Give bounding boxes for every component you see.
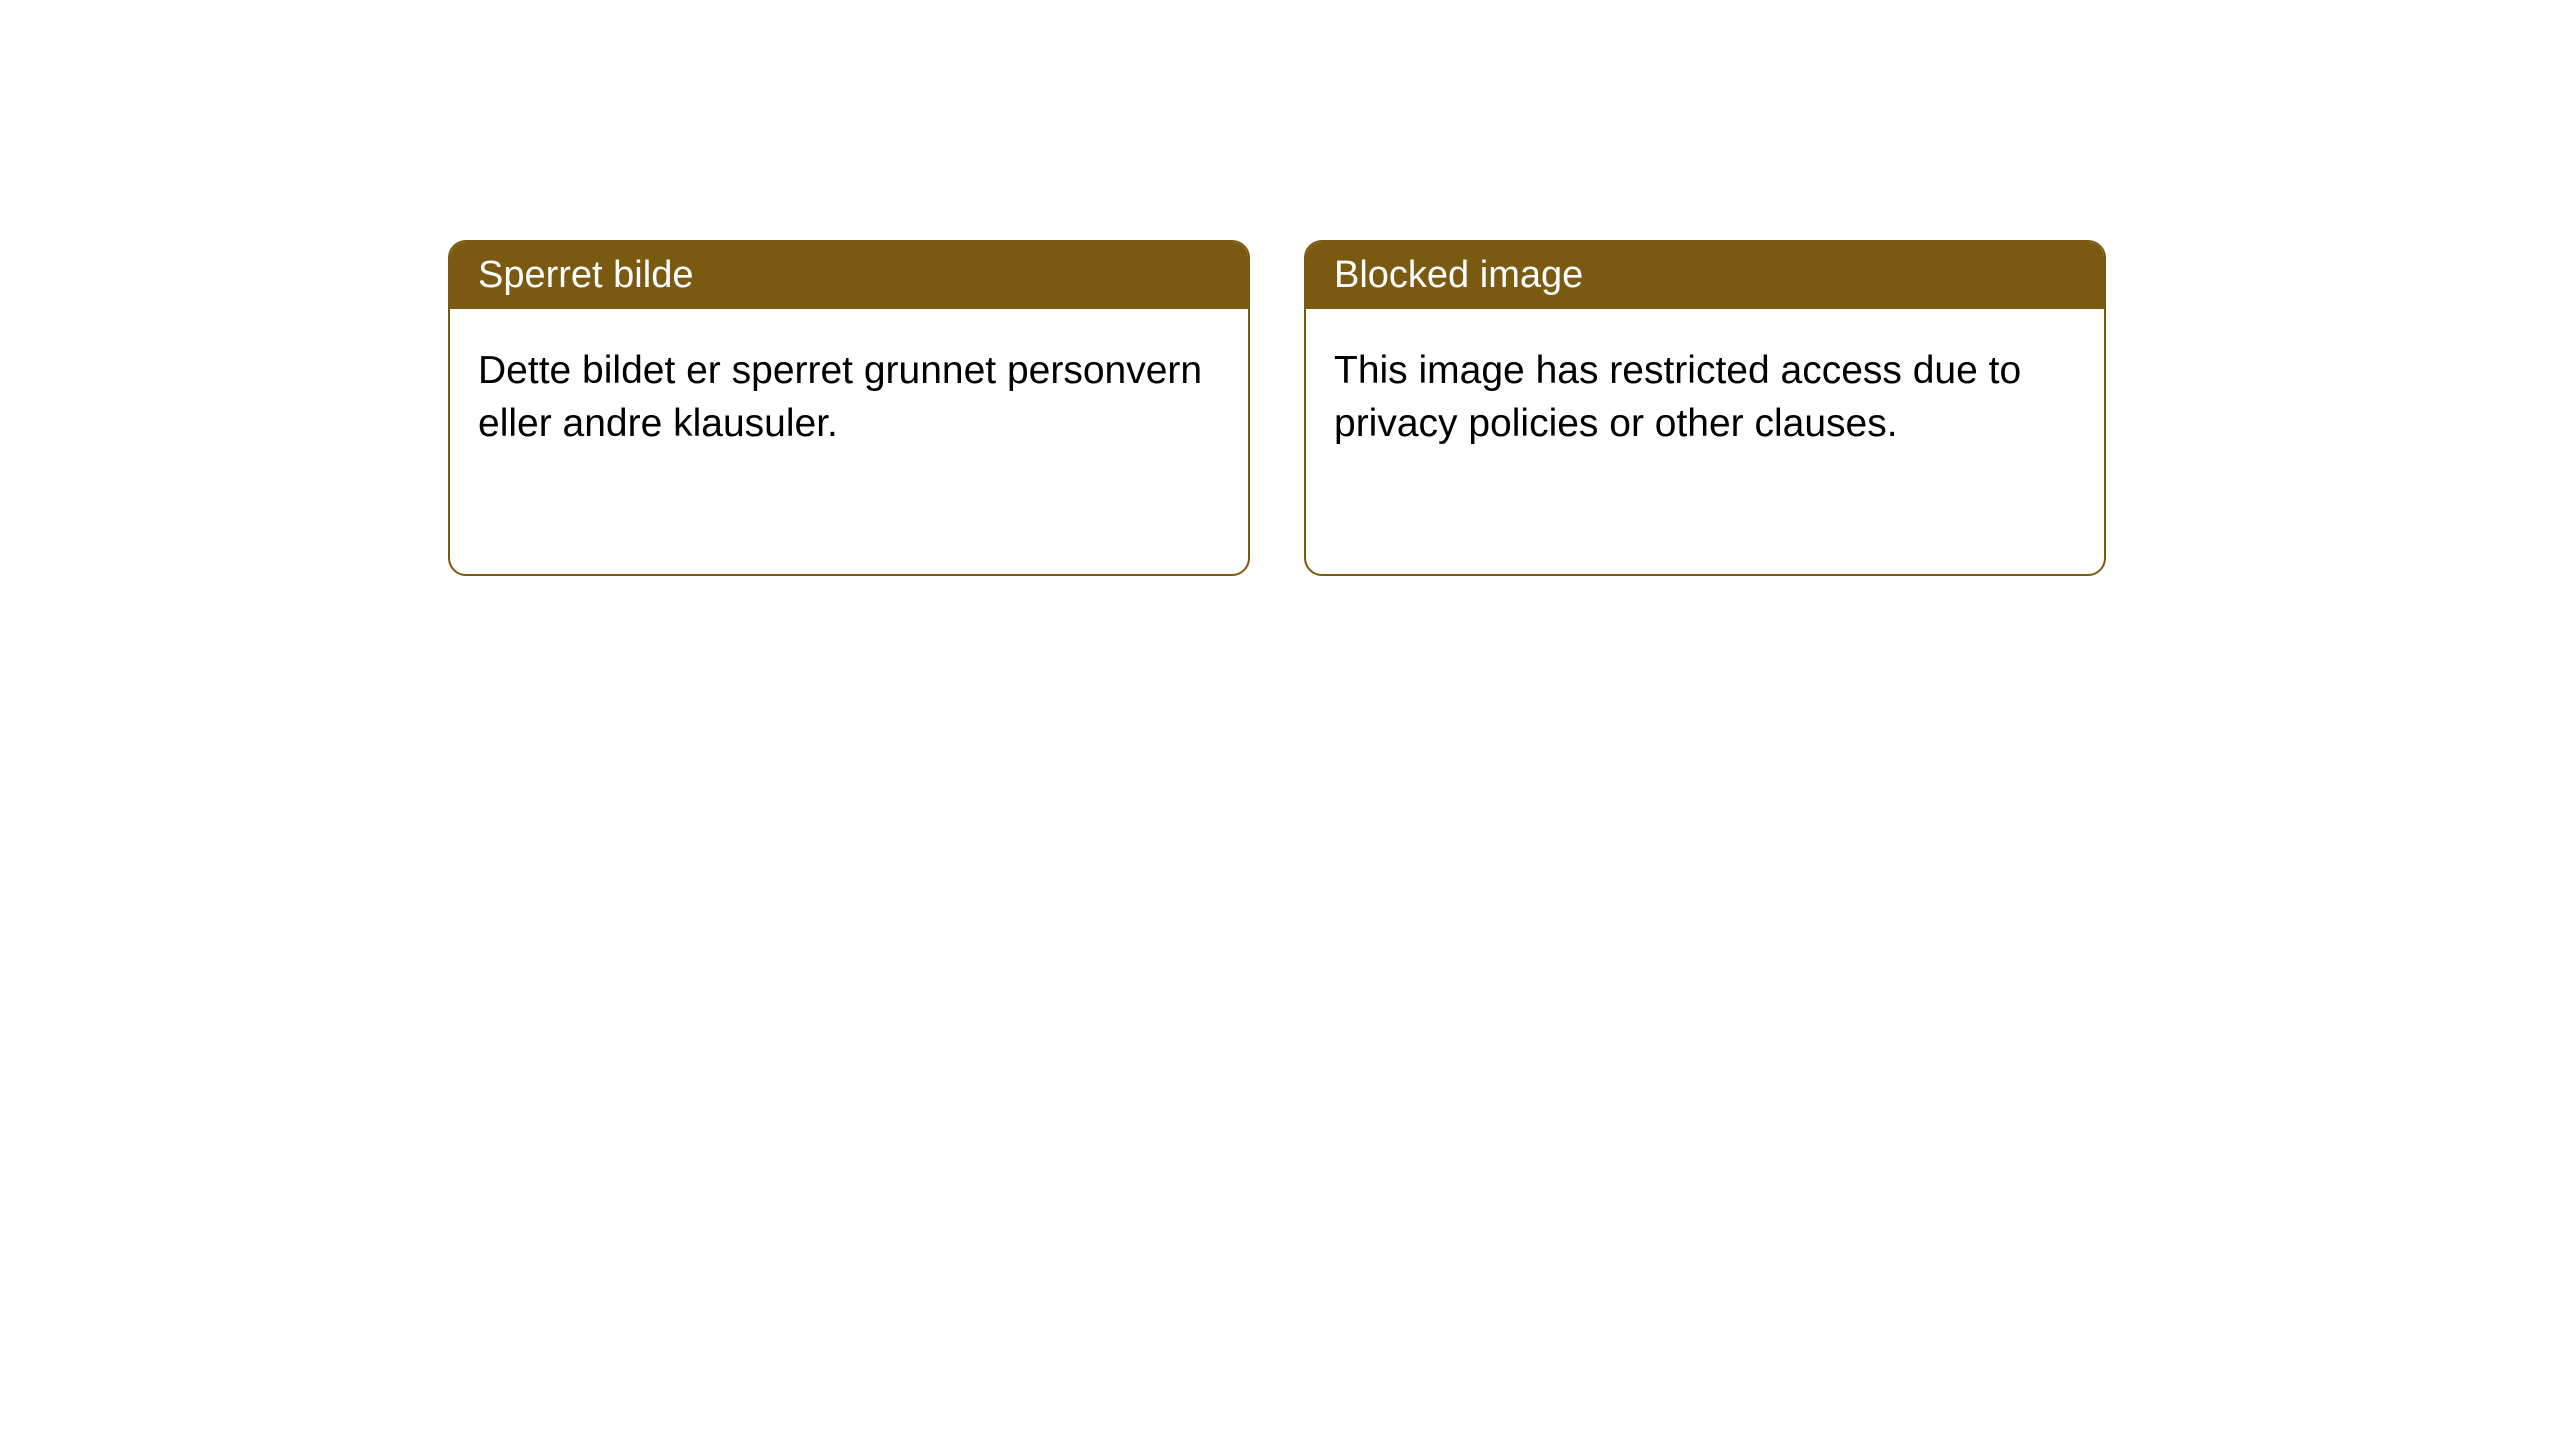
card-text-english: This image has restricted access due to … <box>1334 349 2021 445</box>
card-title-english: Blocked image <box>1334 254 1583 296</box>
card-english: Blocked image This image has restricted … <box>1304 240 2106 576</box>
card-header-english: Blocked image <box>1306 242 2104 309</box>
card-header-norwegian: Sperret bilde <box>450 242 1248 309</box>
card-norwegian: Sperret bilde Dette bildet er sperret gr… <box>448 240 1250 576</box>
card-body-norwegian: Dette bildet er sperret grunnet personve… <box>450 309 1248 486</box>
cards-container: Sperret bilde Dette bildet er sperret gr… <box>448 240 2106 576</box>
card-text-norwegian: Dette bildet er sperret grunnet personve… <box>478 349 1202 445</box>
card-title-norwegian: Sperret bilde <box>478 254 693 296</box>
card-body-english: This image has restricted access due to … <box>1306 309 2104 486</box>
